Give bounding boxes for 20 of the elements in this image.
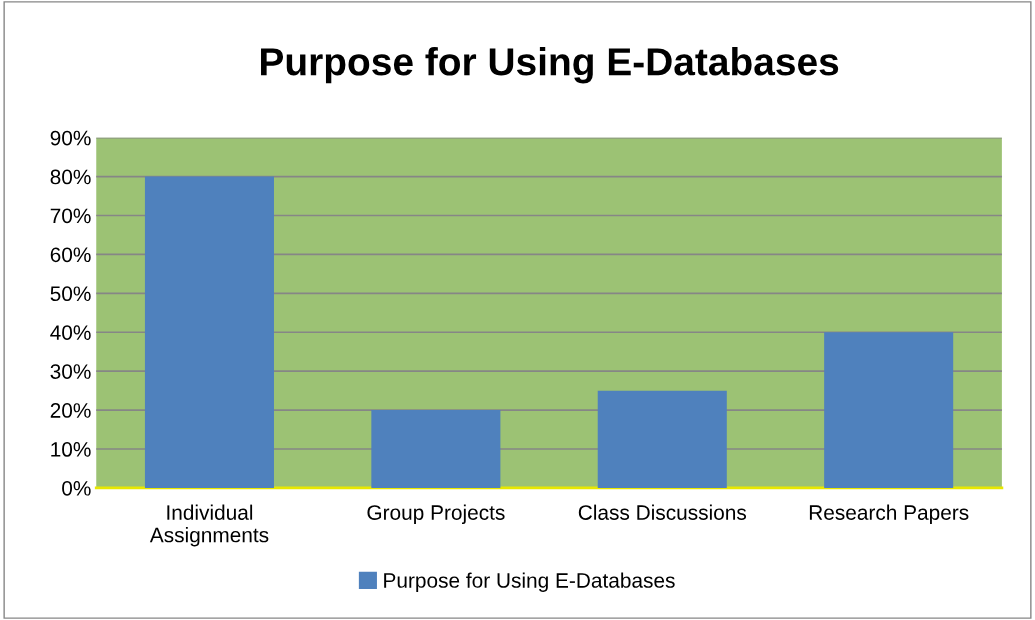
y-tick-label: 70% (50, 208, 91, 224)
x-tick-label: Research Papers (809, 504, 969, 525)
chart-title: Purpose for Using E-Databases (261, 46, 839, 84)
x-tick-label: Individual Assignments (149, 504, 269, 547)
legend-label: Purpose for Using E-Databases (384, 572, 675, 592)
bar (371, 410, 501, 488)
y-tick-label: 80% (50, 169, 91, 185)
y-tick-label: 10% (51, 442, 91, 457)
y-tick-label: 50% (50, 286, 91, 302)
bar (144, 176, 274, 488)
y-tick-label: 20% (50, 403, 91, 418)
y-tick-label: 40% (50, 325, 91, 341)
bar (597, 390, 727, 488)
x-tick-label: Group Projects (367, 504, 505, 525)
bar (824, 332, 954, 488)
y-tick-label: 30% (50, 364, 91, 379)
y-tick-label: 90% (50, 130, 91, 146)
y-tick-label: 60% (50, 247, 91, 263)
x-tick-label: Class Discussions (578, 504, 747, 520)
y-tick-label: 0% (62, 480, 91, 496)
